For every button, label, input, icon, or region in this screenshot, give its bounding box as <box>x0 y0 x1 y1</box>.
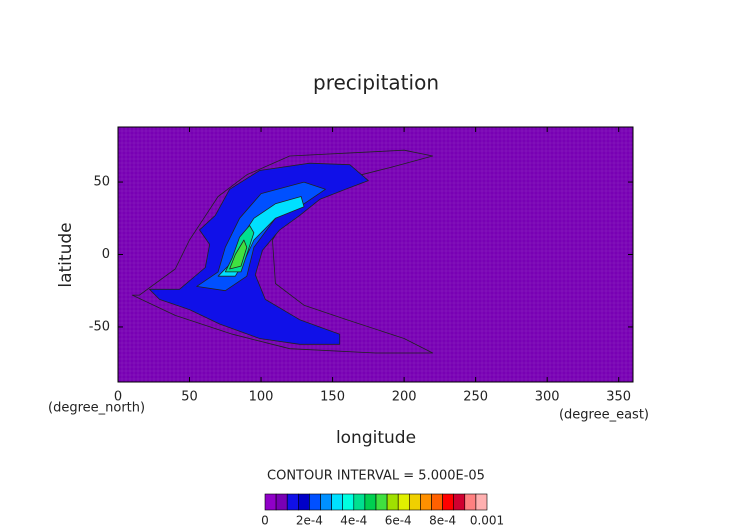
colorbar-box <box>297 493 310 511</box>
colorbar-box <box>475 493 488 511</box>
colorbar-label: 6e-4 <box>385 514 412 528</box>
x-tick-label: 200 <box>392 390 417 405</box>
x-tick-label: 250 <box>463 390 488 405</box>
x-tick-label: 350 <box>606 390 631 405</box>
colorbar-box <box>275 493 288 511</box>
x-unit: (degree_east) <box>559 408 649 423</box>
colorbar-box <box>386 493 399 511</box>
colorbar-label: 2e-4 <box>296 514 323 528</box>
colorbar-box <box>442 493 455 511</box>
colorbar-box <box>342 493 355 511</box>
colorbar-box <box>375 493 388 511</box>
colorbar-box <box>286 493 299 511</box>
colorbar-box <box>397 493 410 511</box>
colorbar-box <box>264 493 277 511</box>
colorbar-box <box>309 493 321 511</box>
colorbar-box <box>408 493 421 511</box>
colorbar-label: 8e-4 <box>429 514 456 528</box>
colorbar-box <box>331 493 344 511</box>
x-tick-label: 100 <box>249 390 274 405</box>
colorbar-box <box>431 493 443 511</box>
x-tick-label: 0 <box>114 390 122 405</box>
x-axis-label: longitude <box>336 428 416 448</box>
y-unit: (degree_north) <box>48 401 145 416</box>
contour <box>229 239 248 270</box>
x-tick-label: 300 <box>535 390 560 405</box>
y-tick-label: -50 <box>89 319 110 334</box>
colorbar-box <box>364 493 377 511</box>
colorbar-box <box>453 493 466 511</box>
colorbar-box <box>353 493 366 511</box>
contour <box>149 162 369 345</box>
colorbar-label: 0.001 <box>470 514 504 528</box>
plot-background <box>118 127 633 382</box>
colorbar-label: 4e-4 <box>340 514 367 528</box>
contour-interval: CONTOUR INTERVAL = 5.000E-05 <box>267 469 485 484</box>
x-tick-label: 50 <box>181 390 198 405</box>
y-tick-label: 0 <box>102 247 110 262</box>
x-tick-label: 150 <box>320 390 345 405</box>
colorbar-box <box>420 493 432 511</box>
colorbar-label: 0 <box>261 514 269 528</box>
y-tick-label: 50 <box>93 175 110 190</box>
y-axis-label: latitude <box>56 222 76 287</box>
colorbar-box <box>464 493 477 511</box>
chart-title: precipitation <box>313 71 439 95</box>
colorbar-box <box>320 493 332 511</box>
